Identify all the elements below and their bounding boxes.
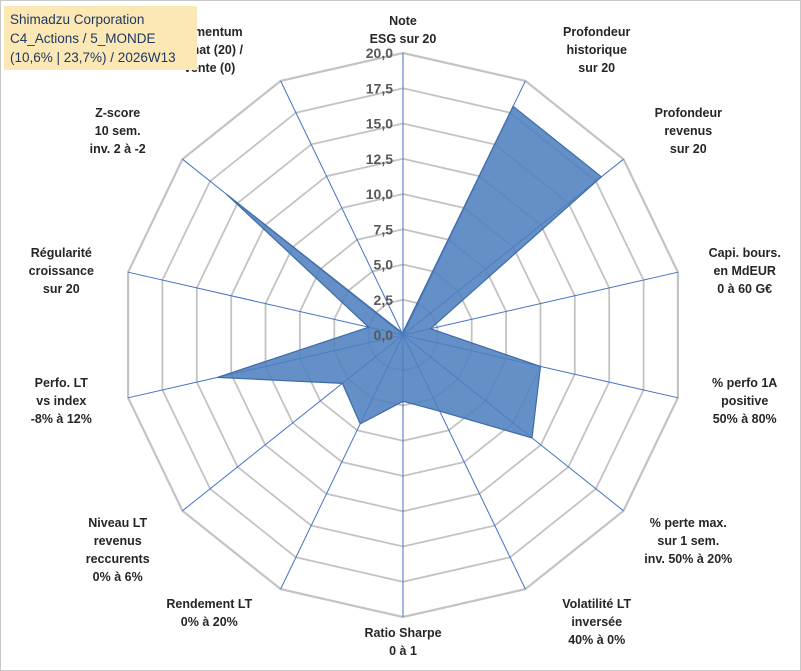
series-area [216,105,603,439]
tick-label: 20,0 [366,45,393,61]
axis-label-line: reccurents [86,552,150,566]
axis-label-line: Régularité [31,246,92,260]
title-line-2: C4_Actions / 5_MONDE [10,31,156,46]
axis-label-line: 40% à 0% [568,633,625,647]
axis-label: Profondeur revenus sur 20 [655,106,722,156]
axis-label-line: -8% à 12% [31,412,92,426]
tick-label: 12,5 [366,151,393,167]
axis-label-line: Rendement LT [166,597,252,611]
axis-label: Rendement LT 0% à 20% [166,597,252,629]
axis-spoke [127,271,404,336]
axis-label-line: Niveau LT [88,516,147,530]
axis-label-line: Profondeur [655,106,722,120]
axis-label-line: inversée [571,615,622,629]
axis-label-line: en MdEUR [713,264,776,278]
axis-label-line: revenus [664,124,712,138]
axis-label: % perte max. sur 1 sem. inv. 50% à 20% [644,516,732,566]
axis-label-line: Note [389,14,417,28]
axis-label-line: inv. 2 à -2 [90,142,146,156]
tick-label: 0,0 [374,327,394,343]
tick-label: 5,0 [374,257,394,273]
axis-label-line: Ratio Sharpe [364,626,441,640]
title-line-1: Shimadzu Corporation [10,12,145,27]
axis-label-line: 0 à 1 [389,644,417,658]
axis-label-line: sur 1 sem. [657,534,719,548]
axis-spoke [402,271,679,336]
axis-label: Ratio Sharpe 0 à 1 [364,626,441,658]
axis-label: Note ESG sur 20 [370,14,437,46]
axis-label-line: revenus [94,534,142,548]
chart-title-box: Shimadzu Corporation C4_Actions / 5_MOND… [4,6,197,70]
axis-label-line: Perfo. LT [35,376,89,390]
axis-label: % perfo 1A positive 50% à 80% [712,376,777,426]
tick-label: 17,5 [366,80,393,96]
axis-label-line: vs index [36,394,86,408]
axis-label-line: sur 20 [670,142,707,156]
radial-tick-labels: 0,0 2,5 5,0 7,5 10,0 12,5 15,0 17,5 20,0 [366,45,393,343]
axis-label-line: % perfo 1A [712,376,777,390]
axis-label-line: historique [566,43,626,57]
axis-label-line: 0% à 6% [93,570,143,584]
axis-label: Perfo. LT vs index -8% à 12% [31,376,92,426]
axis-label-line: Volatilité LT [562,597,631,611]
axis-label: Niveau LT revenus reccurents 0% à 6% [86,516,150,584]
axis-label-line: 0% à 20% [181,615,238,629]
axis-labels: Note ESG sur 20 Profondeur historique sur 20… [29,14,781,658]
axis-label: Régularité croissance sur 20 [29,246,94,296]
axis-label-line: 50% à 80% [713,412,777,426]
axis-label-line: Capi. bours. [709,246,781,260]
series [216,105,603,439]
axis-label-line: 0 à 60 G€ [717,282,772,296]
axis-label-line: ESG sur 20 [370,32,437,46]
axis-label: Volatilité LT inversée 40% à 0% [562,597,631,647]
axis-label-line: sur 20 [43,282,80,296]
axis-label-line: positive [721,394,768,408]
axis-spoke [280,80,404,336]
axis-label-line: 10 sem. [95,124,141,138]
tick-label: 2,5 [374,292,394,308]
axis-label: Z-score 10 sem. inv. 2 à -2 [90,106,146,156]
tick-label: 10,0 [366,186,393,202]
axis-label-line: Z-score [95,106,140,120]
axis-label-line: croissance [29,264,94,278]
axis-label: Profondeur historique sur 20 [563,25,630,75]
axis-label-line: Profondeur [563,25,630,39]
tick-label: 7,5 [374,221,394,237]
axis-label-line: sur 20 [578,61,615,75]
axis-label-line: inv. 50% à 20% [644,552,732,566]
title-line-3: (10,6% | 23,7%) / 2026W13 [10,50,176,65]
axis-label: Capi. bours. en MdEUR 0 à 60 G€ [709,246,781,296]
tick-label: 15,0 [366,116,393,132]
axis-label-line: % perte max. [650,516,727,530]
